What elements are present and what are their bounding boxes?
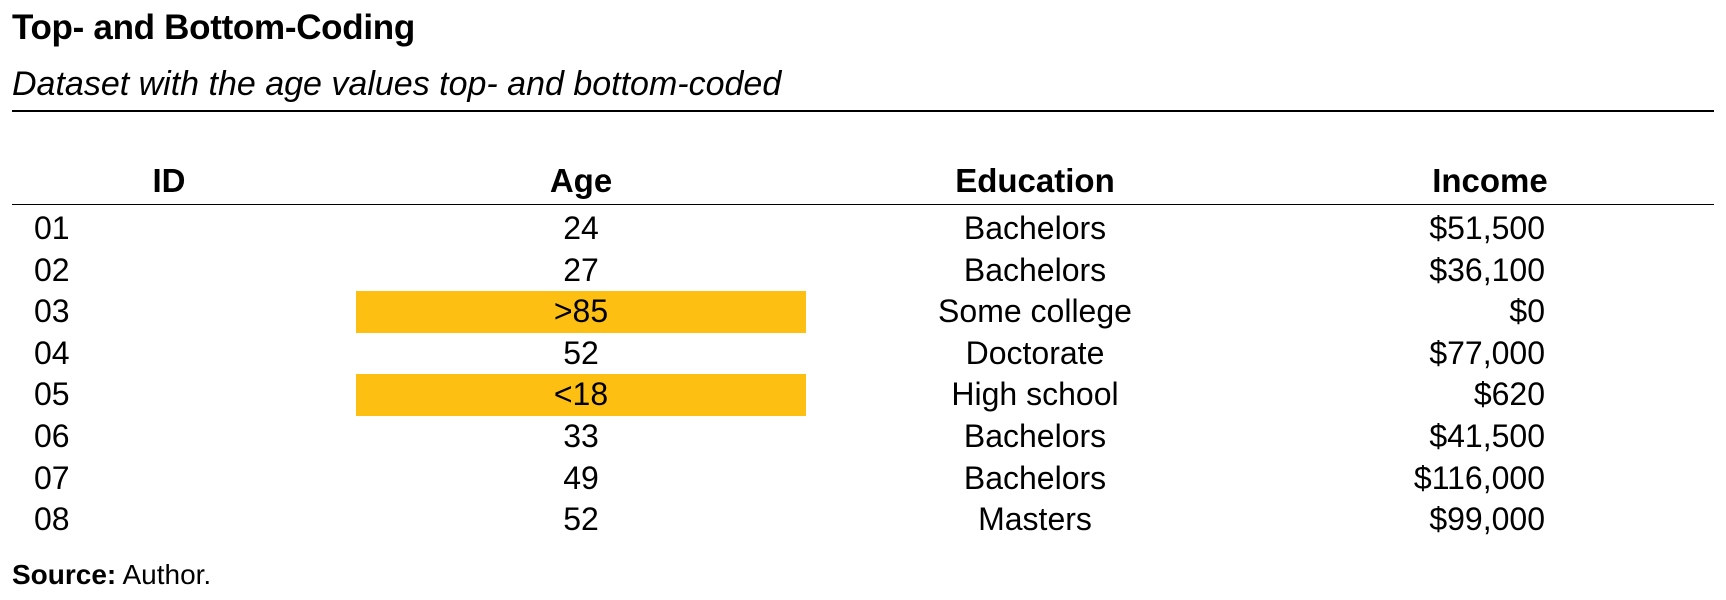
cell-education: Bachelors [963,418,1107,454]
cell-income: $41,500 [1429,418,1545,454]
table-row: 06 33 Bachelors $41,500 [0,416,1726,458]
cell-education: Bachelors [963,459,1107,496]
cell-age: 33 [563,418,599,454]
cell-age: 49 [563,459,599,496]
top-rule [12,110,1714,112]
table-row: 08 52 Masters $99,000 [0,499,1726,541]
table-row: 07 49 Bachelors $116,000 [0,458,1726,500]
table-row: 03 >85 Some college $0 [0,291,1726,333]
cell-income: $116,000 [1413,459,1545,496]
cell-income: $36,100 [1429,251,1545,288]
table-row: 04 52 Doctorate $77,000 [0,333,1726,375]
table-row: 01 24 Bachelors $51,500 [0,208,1726,250]
cell-age: 24 [563,210,599,246]
cell-education: Bachelors [963,251,1107,288]
header-rule [12,204,1714,205]
cell-id: 05 [34,376,70,413]
source-label: Source: [12,559,117,590]
cell-income: $0 [1509,293,1545,330]
column-header-age: Age [549,162,613,199]
cell-age: 27 [563,251,599,288]
cell-age: 52 [563,334,599,371]
cell-income: $51,500 [1429,210,1545,246]
cell-income: $620 [1473,376,1545,413]
column-header-id: ID [152,162,186,199]
cell-id: 06 [34,418,70,454]
cell-education: Some college [938,293,1132,330]
table-subtitle: Dataset with the age values top- and bot… [12,65,782,103]
source-note: Source: Author. [12,556,211,594]
cell-id: 01 [34,210,70,246]
table-title: Top- and Bottom-Coding [12,8,415,47]
cell-education: High school [951,376,1119,413]
column-header-education: Education [955,162,1115,199]
cell-education: Masters [978,501,1092,538]
table-row: 05 <18 High school $620 [0,374,1726,416]
cell-age: 52 [563,501,599,538]
source-text: Author. [122,559,212,590]
cell-income: $99,000 [1429,501,1545,538]
cell-age-highlighted: >85 [356,291,806,333]
cell-id: 08 [34,501,70,538]
cell-age-highlighted: <18 [356,374,806,416]
cell-id: 02 [34,251,70,288]
table-row: 02 27 Bachelors $36,100 [0,250,1726,292]
cell-id: 07 [34,459,70,496]
cell-id: 04 [34,334,70,371]
cell-id: 03 [34,293,70,330]
cell-income: $77,000 [1429,334,1545,371]
cell-education: Doctorate [965,334,1105,371]
cell-education: Bachelors [963,210,1107,246]
column-header-income: Income [1432,162,1548,199]
